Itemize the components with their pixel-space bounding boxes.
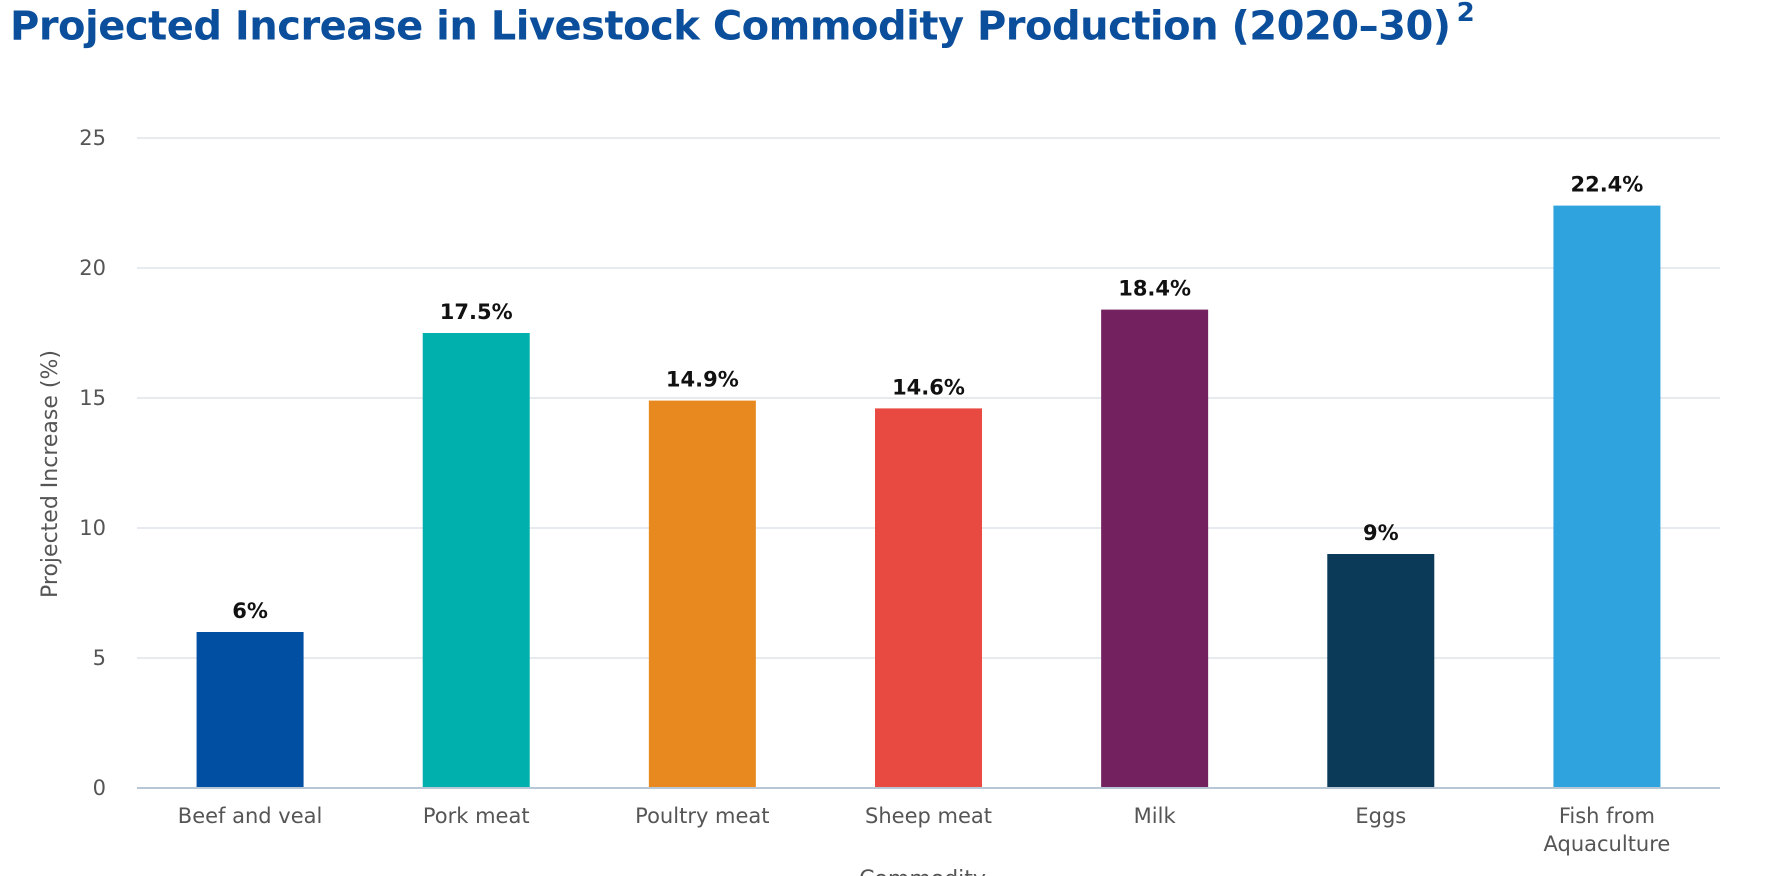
category-label: Aquaculture — [1544, 832, 1671, 856]
bars — [196, 205, 1661, 789]
bar[interactable] — [648, 400, 756, 788]
category-label: Poultry meat — [635, 804, 769, 828]
bar[interactable] — [875, 408, 982, 788]
category-label: Eggs — [1355, 804, 1406, 828]
y-tick-label: 10 — [79, 516, 106, 540]
bar[interactable] — [1101, 309, 1209, 788]
y-tick-label: 25 — [79, 126, 106, 150]
bar[interactable] — [1327, 554, 1435, 788]
y-tick-label: 0 — [93, 776, 106, 800]
data-label: 14.6% — [892, 375, 965, 399]
x-axis-title: Commodity — [859, 867, 986, 876]
y-tick-label: 15 — [79, 386, 106, 410]
data-label: 17.5% — [440, 300, 513, 324]
category-label: Fish from — [1559, 804, 1655, 828]
data-label: 18.4% — [1118, 277, 1191, 301]
data-label: 6% — [232, 599, 268, 623]
data-label: 9% — [1363, 521, 1399, 545]
footnote-marker[interactable]: 2 — [1456, 0, 1475, 28]
y-tick-label: 20 — [79, 256, 106, 280]
category-label: Pork meat — [423, 804, 530, 828]
bar[interactable] — [1553, 205, 1661, 789]
category-labels: Beef and veal Pork meat Poultry meat Sheep … — [178, 804, 1671, 856]
data-label: 22.4% — [1570, 173, 1643, 197]
category-label: Milk — [1134, 804, 1177, 828]
y-axis-ticks: 0 5 10 15 20 25 — [79, 126, 106, 800]
bar[interactable] — [196, 632, 304, 788]
y-tick-label: 5 — [93, 646, 106, 670]
chart-title-text: Projected Increase in Livestock Commodit… — [10, 3, 1451, 50]
category-label: Sheep meat — [865, 804, 992, 828]
category-label: Beef and veal — [178, 804, 323, 828]
data-labels: 6% 17.5% 14.9% 14.6% 18.4% 9% 22.4% — [232, 173, 1643, 623]
data-label: 14.9% — [666, 368, 739, 392]
chart-title: Projected Increase in Livestock Commodit… — [10, 0, 1475, 50]
bar[interactable] — [422, 333, 530, 788]
y-axis-title: Projected Increase (%) — [38, 350, 63, 598]
